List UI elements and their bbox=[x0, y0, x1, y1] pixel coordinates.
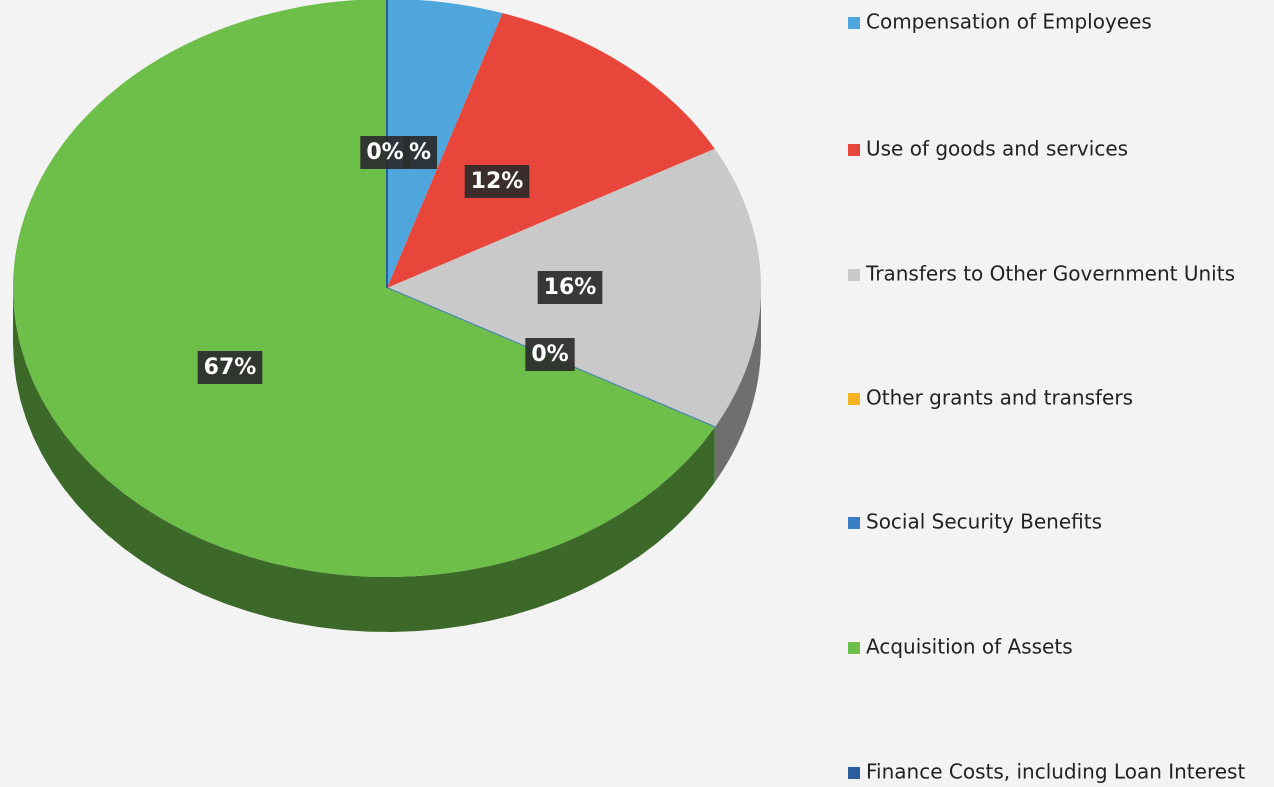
slice bbox=[13, 0, 715, 577]
pie-sides bbox=[13, 288, 761, 632]
slice bbox=[387, 0, 503, 288]
legend-swatch bbox=[848, 17, 860, 29]
value-label: 0% bbox=[531, 342, 568, 367]
legend-label: Finance Costs, including Loan Interest bbox=[866, 760, 1245, 784]
value-label: 67% bbox=[204, 355, 257, 380]
legend-label: Other grants and transfers bbox=[866, 386, 1133, 410]
value-label: 12% bbox=[471, 169, 524, 194]
value-label-box bbox=[464, 165, 530, 198]
value-label-box bbox=[537, 271, 603, 304]
value-label-box bbox=[360, 136, 410, 169]
legend: Compensation of Employees Use of goods an… bbox=[848, 10, 1245, 784]
legend-swatch bbox=[848, 269, 860, 281]
legend-label: Social Security Benefits bbox=[866, 510, 1102, 534]
slice-side bbox=[13, 288, 715, 632]
value-label-box bbox=[197, 351, 263, 384]
value-label: 0% bbox=[366, 140, 403, 165]
value-label: 16% bbox=[544, 275, 597, 300]
value-label-box bbox=[525, 338, 575, 371]
value-label: % bbox=[409, 140, 431, 165]
pie-tops bbox=[13, 0, 761, 577]
legend-swatch bbox=[848, 767, 860, 779]
legend-label: Acquisition of Assets bbox=[866, 635, 1073, 659]
slice bbox=[387, 13, 715, 289]
legend-label: Compensation of Employees bbox=[866, 10, 1152, 34]
legend-swatch bbox=[848, 517, 860, 529]
legend-label: Transfers to Other Government Units bbox=[865, 262, 1235, 286]
legend-swatch bbox=[848, 144, 860, 156]
legend-label: Use of goods and services bbox=[866, 137, 1128, 161]
value-labels: % 12% 16% 0% 67% 0% bbox=[197, 136, 603, 384]
legend-swatch bbox=[848, 393, 860, 405]
slice-side bbox=[714, 288, 761, 483]
legend-swatch bbox=[848, 642, 860, 654]
